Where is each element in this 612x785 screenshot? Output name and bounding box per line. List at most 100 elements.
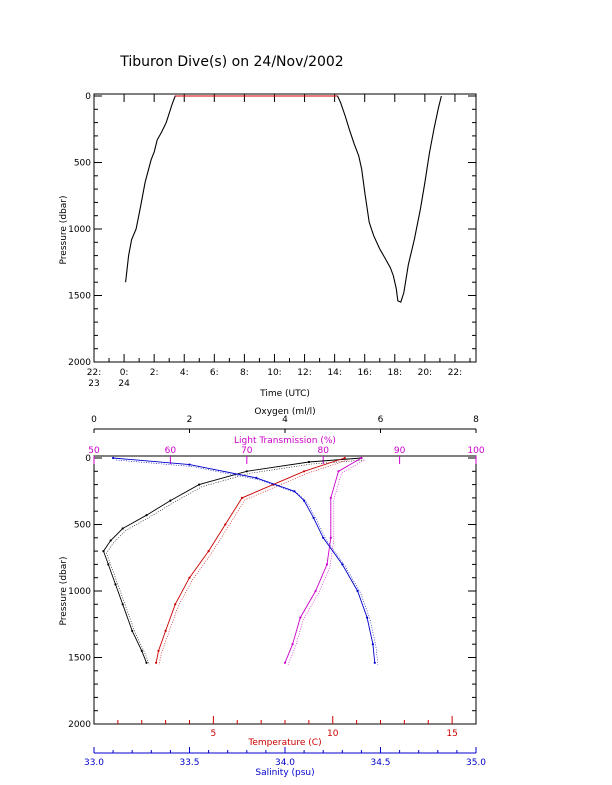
oxygen-point	[107, 563, 110, 566]
light-point	[337, 470, 340, 473]
y-tick-label: 500	[74, 521, 91, 531]
y-tick-label: 1000	[68, 225, 91, 235]
oxygen-point	[140, 649, 143, 653]
oxygen-tick-label: 2	[187, 415, 193, 425]
temperature-axis-label: Temperature (C)	[247, 738, 321, 748]
y-axis-label: Pressure (dbar)	[59, 196, 69, 265]
y-tick-label: 500	[74, 159, 91, 169]
temperature-tick-label: 5	[211, 729, 217, 739]
oxygen-point	[121, 527, 124, 530]
x-tick-label: 23	[88, 379, 99, 389]
oxygen-tick-label: 6	[378, 415, 384, 425]
light-tick-label: 100	[467, 446, 484, 456]
light-profile-trace	[287, 459, 365, 665]
y-tick-label: 2000	[68, 358, 91, 368]
oxygen-point	[109, 539, 112, 542]
temperature-tick-label: 15	[446, 729, 457, 739]
salinity-point	[341, 563, 344, 566]
light-tick-label: 50	[88, 446, 100, 456]
salinity-profile-line	[113, 457, 376, 663]
light-point	[314, 589, 317, 593]
plot-frame	[93, 93, 477, 363]
salinity-point	[371, 643, 374, 646]
oxygen-point	[114, 583, 117, 586]
x-tick-label: 16:	[357, 368, 371, 378]
y-tick-label: 1500	[68, 654, 91, 664]
salinity-tick-label: 34.5	[370, 758, 390, 768]
salinity-tick-label: 33.0	[84, 758, 104, 768]
oxygen-point	[169, 499, 172, 502]
temperature-point	[343, 456, 346, 460]
x-tick-label: 22:	[448, 368, 462, 378]
salinity-point	[112, 456, 115, 460]
temperature-profile-line	[155, 457, 345, 663]
salinity-tick-label: 35.0	[466, 758, 486, 768]
x-tick-label: 8:	[240, 368, 249, 378]
x-tick-label: 24	[118, 379, 130, 389]
y-tick-label: 1500	[68, 292, 91, 302]
plot-frame	[93, 455, 477, 725]
oxygen-point	[121, 603, 124, 606]
light-point	[283, 661, 287, 664]
salinity-point	[373, 661, 376, 664]
temperature-point	[188, 576, 191, 579]
oxygen-profile-line	[102, 457, 362, 663]
light-tick-label: 90	[394, 446, 406, 456]
y-tick-label: 2000	[68, 720, 91, 730]
salinity-point	[366, 616, 369, 619]
x-tick-label: 2:	[150, 368, 159, 378]
salinity-axis-label: Salinity (psu)	[255, 768, 314, 778]
salinity-point	[356, 589, 359, 593]
oxygen-point	[145, 514, 148, 517]
y-tick-label: 0	[85, 92, 91, 102]
salinity-tick-label: 34.0	[275, 758, 295, 768]
temperature-point	[224, 523, 227, 526]
temperature-point	[174, 603, 177, 606]
temperature-tick-label: 10	[327, 729, 339, 739]
temperature-point	[207, 550, 210, 553]
light-axis-label: Light Transmission (%)	[234, 436, 336, 446]
oxygen-tick-label: 0	[91, 415, 97, 425]
temperature-point	[157, 649, 160, 653]
pressure-series-line	[125, 95, 442, 303]
temperature-point	[240, 496, 244, 499]
temperature-point	[155, 661, 158, 664]
x-tick-label: 22:	[87, 368, 101, 378]
oxygen-tick-label: 4	[282, 415, 288, 425]
oxygen-point	[198, 483, 201, 486]
salinity-point	[293, 490, 296, 493]
x-tick-label: 10:	[267, 368, 281, 378]
oxygen-point	[245, 470, 248, 473]
x-tick-label: 6:	[210, 368, 219, 378]
x-tick-label: 14:	[327, 368, 341, 378]
x-axis-label: Time (UTC)	[259, 389, 310, 399]
salinity-profile-trace	[116, 459, 379, 665]
salinity-point	[312, 516, 315, 520]
x-tick-label: 18:	[388, 368, 402, 378]
salinity-point	[303, 499, 306, 502]
light-point	[291, 643, 294, 646]
light-tick-label: 80	[317, 446, 329, 456]
y-tick-label: 0	[85, 454, 91, 464]
salinity-point	[188, 463, 191, 466]
light-point	[360, 456, 363, 460]
light-point	[329, 496, 332, 499]
light-point	[325, 563, 329, 566]
x-tick-label: 12:	[297, 368, 311, 378]
salinity-point	[322, 536, 325, 539]
light-point	[329, 536, 332, 539]
salinity-point	[255, 476, 258, 479]
salinity-tick-label: 33.5	[179, 758, 199, 768]
oxygen-tick-label: 8	[473, 415, 479, 425]
profile-plot: 0 500 1000 1500 2000 Pressure (dbar) 0 2 4 6 8 Oxyg…	[59, 407, 486, 778]
oxygen-point	[131, 629, 134, 633]
x-tick-label: 0:	[120, 368, 129, 378]
temperature-profile-trace	[158, 459, 348, 665]
oxygen-profile-trace	[106, 459, 365, 665]
pressure-time-plot: 22:230:242: 4: 6: 8: 10: 12: 14: 16: 18: 20: 22:05…	[59, 92, 477, 399]
light-point	[299, 616, 302, 619]
oxygen-point	[307, 460, 310, 464]
oxygen-axis-label: Oxygen (ml/l)	[254, 407, 315, 417]
temperature-point	[164, 629, 167, 633]
